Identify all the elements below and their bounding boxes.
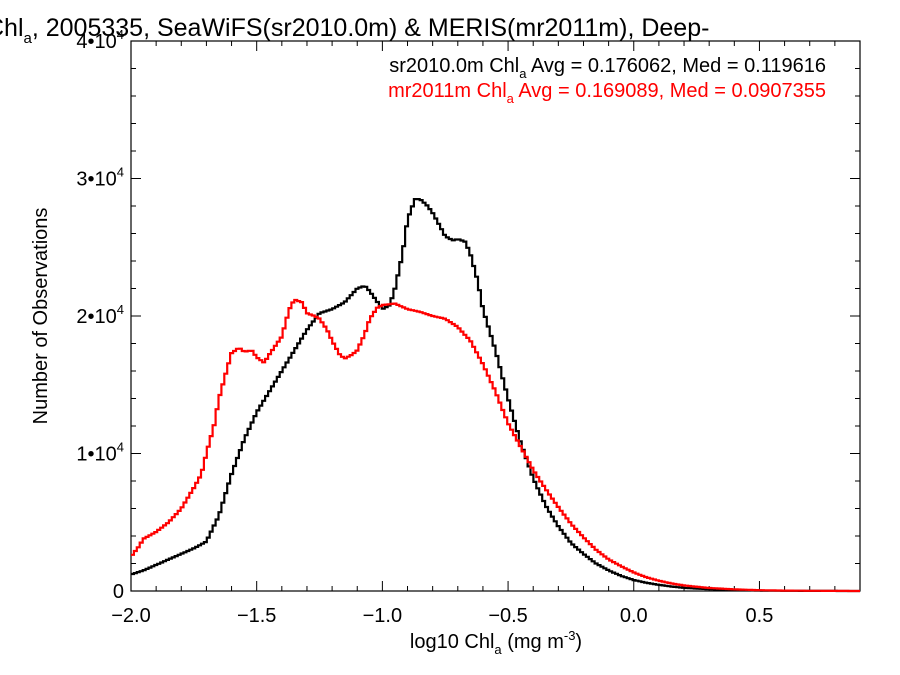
plot-frame bbox=[130, 40, 861, 592]
legend-entry-sr2010: sr2010.0m Chla Avg = 0.176062, Med = 0.1… bbox=[389, 55, 826, 81]
x-tick-label: −1.0 bbox=[363, 605, 402, 627]
x-tick-label: −0.5 bbox=[488, 605, 527, 627]
series-mr2011-line bbox=[131, 298, 860, 593]
chart-title: Chla, 2005335, SeaWiFS(sr2010.0m) & MERI… bbox=[0, 14, 709, 47]
y-tick-label: 4•104 bbox=[76, 27, 124, 53]
x-tick-label: 0.5 bbox=[746, 605, 774, 627]
y-tick-label: 0 bbox=[113, 581, 124, 603]
x-tick-label: −2.0 bbox=[111, 605, 150, 627]
x-axis-label: log10 Chla (mg m-3) bbox=[410, 628, 582, 657]
y-axis-label: Number of Observations bbox=[30, 208, 52, 425]
x-tick-label: −1.5 bbox=[237, 605, 276, 627]
series-sr2010-line bbox=[131, 198, 860, 593]
series-layer bbox=[131, 198, 860, 593]
legend-entry-mr2011: mr2011m Chla Avg = 0.169089, Med = 0.090… bbox=[388, 80, 826, 106]
y-tick-label: 3•104 bbox=[76, 165, 124, 191]
y-tick-label: 2•104 bbox=[76, 302, 124, 328]
y-tick-label: 1•104 bbox=[76, 440, 124, 466]
x-tick-label: 0.0 bbox=[620, 605, 648, 627]
axis-ticks: −2.0 −1.5 −1.0 −0.5 0.0 0.5 0 1•104 2•104 3•104 4•… bbox=[76, 27, 861, 627]
